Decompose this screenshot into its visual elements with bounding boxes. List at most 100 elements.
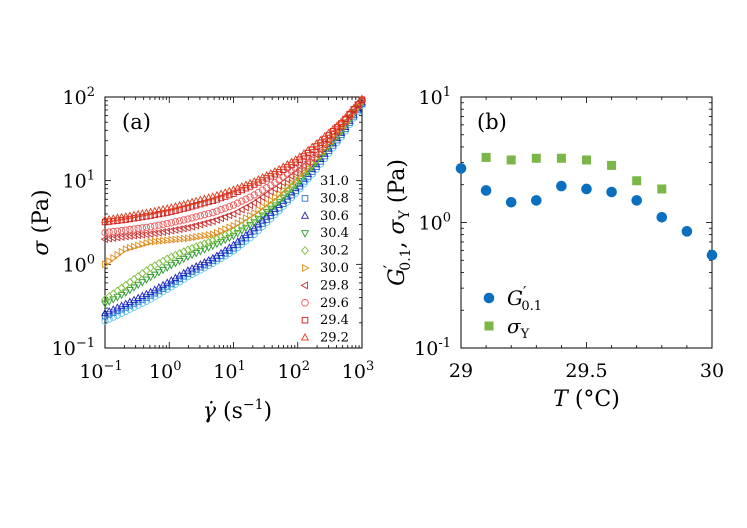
- data-point: [193, 266, 200, 273]
- data-point: [164, 236, 172, 245]
- data-point: [250, 191, 258, 199]
- data-point: [167, 262, 176, 270]
- data-point: [255, 179, 262, 186]
- data-point: [341, 113, 350, 121]
- data-point: [250, 219, 259, 227]
- data-point: [267, 196, 276, 205]
- data-point: [146, 295, 155, 303]
- legend-marker: [301, 299, 309, 307]
- data-point: [159, 220, 167, 229]
- data-point: [155, 290, 163, 298]
- data-point: [197, 232, 205, 241]
- data-point: [156, 237, 164, 246]
- data-point: [175, 258, 184, 266]
- data-point: [263, 199, 272, 208]
- data-point: [276, 190, 284, 199]
- data-point: [180, 205, 187, 212]
- data-point: [197, 201, 204, 208]
- data-point: [304, 168, 313, 177]
- legend-label: 31.0: [320, 174, 349, 189]
- data-point: [267, 181, 275, 189]
- data-point: [172, 207, 179, 214]
- data-point: [229, 232, 238, 241]
- data-point: [134, 281, 143, 290]
- data-point: [184, 204, 192, 211]
- data-point: [271, 179, 279, 187]
- data-point: [681, 226, 693, 237]
- data-point: [146, 274, 155, 282]
- data-point: [105, 228, 113, 236]
- legend-marker: [300, 230, 310, 238]
- data-point: [241, 203, 249, 212]
- data-point: [258, 216, 267, 224]
- legend-marker: [483, 292, 495, 304]
- data-point: [106, 257, 114, 266]
- data-point: [118, 306, 125, 313]
- data-point: [130, 303, 138, 311]
- data-point: [259, 202, 267, 211]
- data-point: [606, 186, 617, 198]
- data-point: [110, 309, 117, 316]
- data-point: [196, 212, 204, 220]
- legend-marker: [300, 211, 310, 219]
- data-point: [179, 255, 188, 264]
- legend-marker: [484, 321, 494, 331]
- data-point: [138, 224, 146, 232]
- data-point: [220, 213, 229, 221]
- data-point: [238, 216, 247, 225]
- data-point: [358, 94, 366, 102]
- data-point: [329, 130, 337, 138]
- data-point: [184, 270, 192, 277]
- data-point: [102, 260, 110, 269]
- legend-label: 30.8: [320, 191, 349, 206]
- axes-frame-b: [460, 96, 713, 349]
- data-point: [213, 207, 221, 215]
- data-point: [505, 196, 517, 208]
- data-point: [138, 299, 146, 307]
- data-point: [270, 204, 279, 212]
- data-point: [217, 238, 226, 247]
- data-point: [105, 298, 114, 306]
- data-point: [122, 307, 130, 315]
- data-point: [192, 213, 200, 221]
- data-point: [175, 248, 184, 258]
- data-point: [321, 144, 330, 153]
- data-point: [122, 304, 129, 311]
- data-point: [241, 224, 250, 233]
- data-point: [316, 135, 325, 144]
- data-point: [160, 236, 168, 245]
- series-29.2: [101, 94, 366, 223]
- legend-marker: [301, 246, 309, 256]
- data-point: [139, 296, 146, 303]
- data-point: [109, 214, 118, 222]
- data-point: [531, 195, 542, 206]
- data-point: [225, 234, 234, 243]
- data-point: [122, 245, 131, 254]
- legend-marker: [300, 281, 308, 290]
- data-point: [196, 240, 205, 250]
- data-point: [155, 210, 163, 218]
- data-point: [171, 218, 180, 226]
- data-point: [300, 158, 308, 166]
- data-point: [259, 177, 266, 184]
- legend-label: 30.6: [320, 209, 349, 224]
- data-point: [262, 190, 270, 199]
- data-point: [114, 307, 121, 315]
- data-point: [151, 292, 159, 301]
- data-point: [250, 223, 259, 232]
- panel-b: 29 29.5 30 10-1 100 101 T (°C) G′0.1, σY (Pa) (b…: [380, 85, 724, 412]
- data-point: [159, 266, 167, 275]
- data-point: [316, 143, 325, 151]
- data-point: [151, 222, 159, 230]
- data-point: [221, 236, 230, 245]
- data-point: [159, 210, 167, 217]
- data-point: [147, 237, 156, 246]
- data-point: [101, 300, 109, 308]
- data-point: [113, 227, 122, 235]
- data-point: [188, 214, 196, 222]
- data-point: [179, 247, 188, 256]
- data-point: [125, 211, 134, 219]
- data-point: [204, 237, 213, 247]
- data-point: [159, 256, 167, 266]
